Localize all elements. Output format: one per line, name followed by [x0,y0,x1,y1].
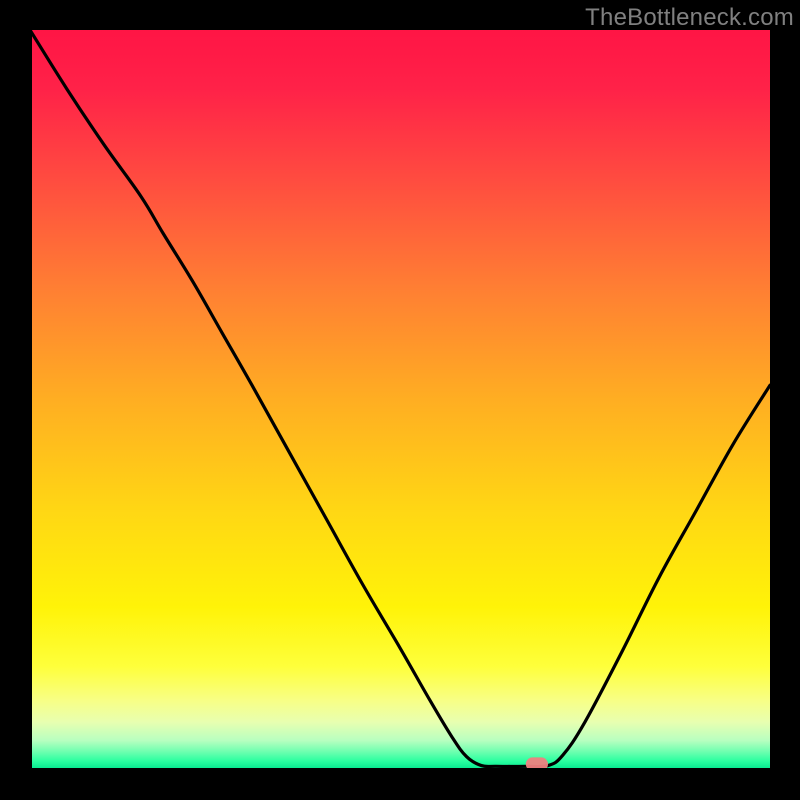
watermark-text: TheBottleneck.com [585,4,794,32]
plot-area [30,30,770,770]
chart-container: TheBottleneck.com [0,0,800,800]
plot-svg [30,30,770,770]
plot-background [30,30,770,770]
